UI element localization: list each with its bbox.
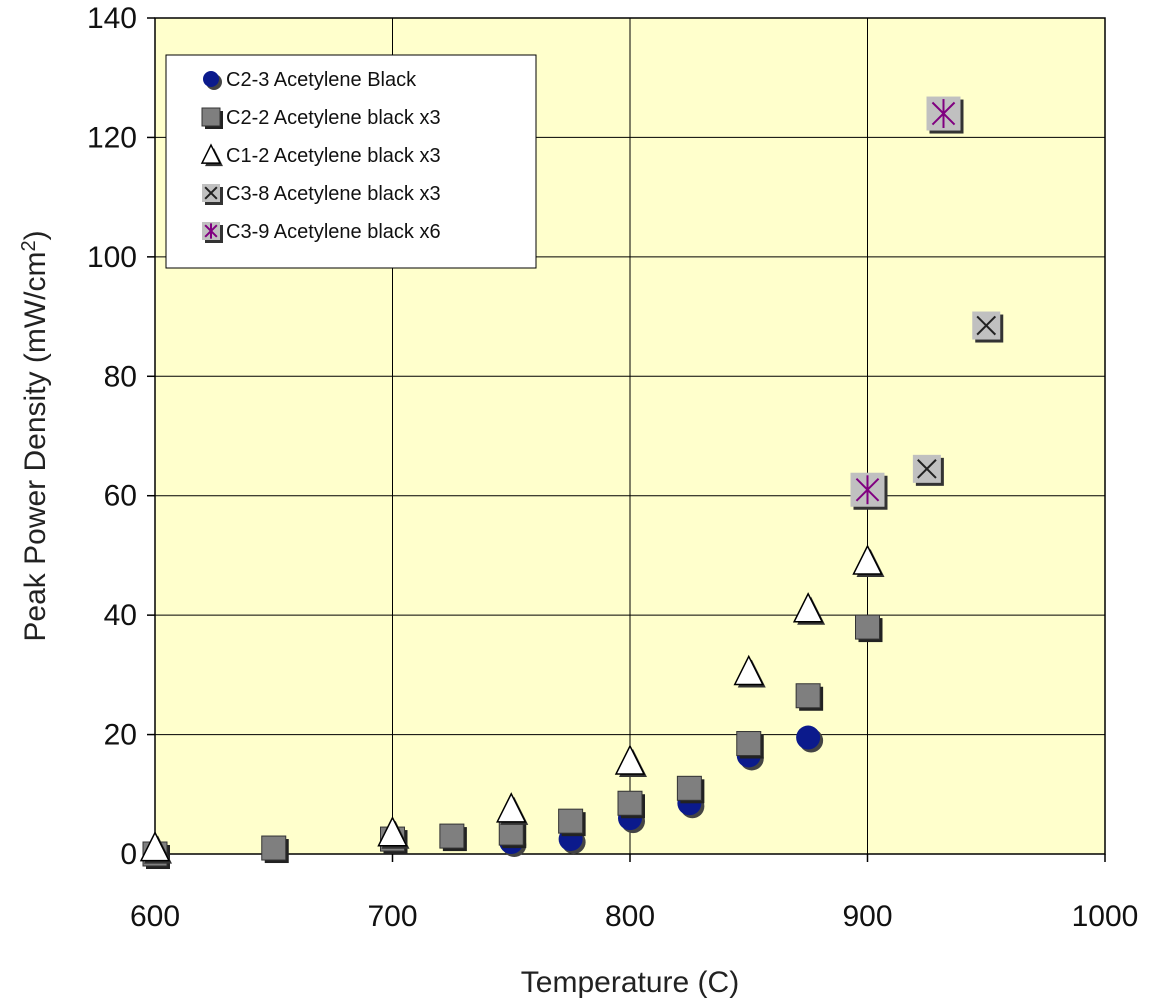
y-tick-label: 40 [104, 599, 137, 632]
legend-label: C2-2 Acetylene black x3 [226, 107, 441, 129]
y-tick-label: 60 [104, 480, 137, 513]
square-marker [737, 732, 761, 756]
data-point [262, 836, 289, 863]
legend-marker [202, 222, 223, 243]
square-marker [202, 108, 220, 126]
square-marker [796, 684, 820, 708]
data-point [913, 455, 944, 486]
data-point [972, 312, 1003, 343]
y-tick-label: 140 [87, 2, 137, 35]
y-axis-title: Peak Power Density (mW/cm2) [18, 230, 52, 641]
data-point [499, 821, 526, 848]
circle-marker [203, 71, 219, 87]
square-marker [856, 615, 880, 639]
y-axis-title-end: ) [19, 230, 52, 240]
data-point [927, 97, 964, 134]
x-tick-label: 800 [605, 900, 655, 933]
legend-marker [202, 184, 223, 205]
y-tick-label: 120 [87, 121, 137, 154]
legend-marker [202, 108, 223, 129]
y-tick-label: 100 [87, 241, 137, 274]
legend-label: C2-3 Acetylene Black [226, 69, 417, 91]
x-axis-ticks: 600 700 800 900 1000 [130, 854, 1138, 933]
x-tick-label: 1000 [1072, 900, 1139, 933]
x-tick-label: 600 [130, 900, 180, 933]
square-marker [559, 809, 583, 833]
data-point [618, 791, 645, 818]
data-point [856, 615, 883, 642]
x-tick-label: 900 [842, 900, 892, 933]
square-marker [440, 824, 464, 848]
circle-marker [796, 726, 820, 750]
y-tick-label: 0 [120, 838, 137, 871]
legend-label: C3-8 Acetylene black x3 [226, 183, 441, 205]
legend: C2-3 Acetylene Black C2-2 Acetylene black… [166, 55, 536, 268]
square-marker [618, 791, 642, 815]
legend-label: C3-9 Acetylene black x6 [226, 221, 441, 243]
data-point [851, 473, 888, 510]
data-point [737, 732, 764, 759]
legend-label: C1-2 Acetylene black x3 [226, 145, 441, 167]
y-axis-title-sup: 2 [18, 240, 40, 251]
square-marker [677, 776, 701, 800]
x-axis-title: Temperature (C) [521, 966, 739, 999]
data-point [559, 809, 586, 836]
square-marker [262, 836, 286, 860]
y-axis-title-main: Peak Power Density (mW/cm [19, 252, 52, 642]
data-point [677, 776, 704, 803]
data-point [440, 824, 467, 851]
y-axis-ticks: 0 20 40 60 80 100 120 140 [87, 2, 155, 871]
x-tick-label: 700 [367, 900, 417, 933]
data-point [796, 684, 823, 711]
y-tick-label: 80 [104, 360, 137, 393]
y-tick-label: 20 [104, 719, 137, 752]
